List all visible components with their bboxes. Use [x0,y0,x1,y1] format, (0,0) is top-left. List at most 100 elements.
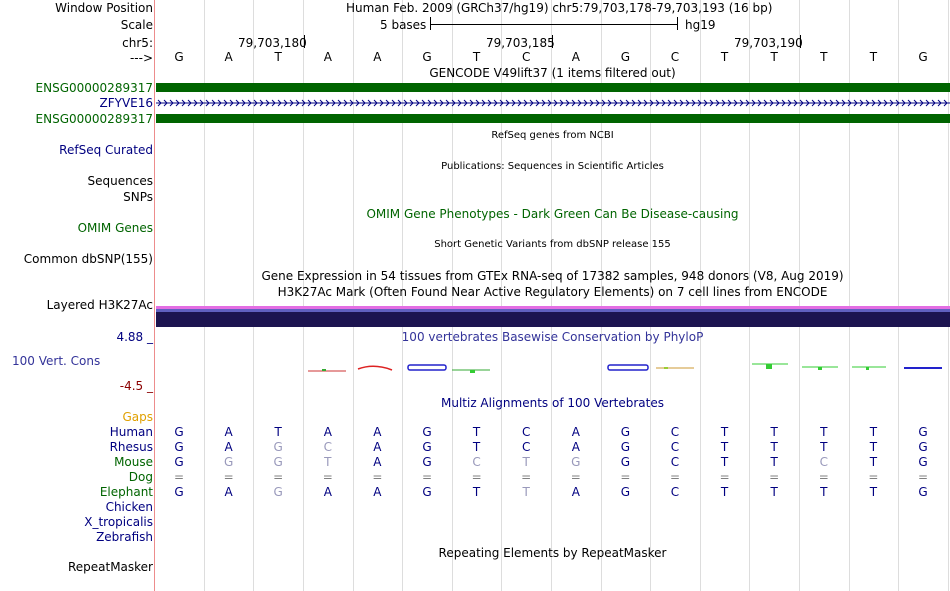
gencode-gene-label-3[interactable]: ENSG00000289317 [35,112,153,126]
h3k27ac-track-title[interactable]: H3K27Ac Mark (Often Found Near Active Re… [277,285,828,299]
gtex-track-title[interactable]: Gene Expression in 54 tissues from GTEx … [261,269,844,283]
aligned-base: T [869,485,878,499]
coord-tick-2 [552,35,553,48]
repeatmasker-track-title[interactable]: Repeating Elements by RepeatMasker [438,546,667,560]
reference-base: G [620,50,631,64]
aligned-base: = [719,470,730,484]
reference-base: T [720,50,729,64]
layered-h3k27ac-label[interactable]: Layered H3K27Ac [46,298,153,312]
grid-line [948,0,949,591]
refseq-curated-label[interactable]: RefSeq Curated [59,143,153,157]
multiz-track-title[interactable]: Multiz Alignments of 100 Vertebrates [440,396,665,410]
aligned-base: T [869,455,878,469]
aligned-base: C [670,440,680,454]
gencode-gene-bar-1[interactable] [156,83,950,92]
aligned-base: G [422,425,432,439]
aligned-base: A [373,485,382,499]
aligned-base: G [273,485,283,499]
aligned-base: G [273,440,283,454]
window-position-label: Window Position [55,1,153,15]
grid-line [353,0,354,591]
grid-line [650,0,651,591]
phylop-track-label[interactable]: 100 Vert. Cons [12,354,101,368]
reference-base: G [918,50,928,64]
reference-base: T [770,50,778,64]
reference-base: T [472,50,481,64]
scale-text: 5 bases [380,18,427,32]
grid-line [700,0,701,591]
species-label-human[interactable]: Human [109,425,153,439]
aligned-base: = [421,470,433,484]
gencode-gene-bar-3[interactable] [156,114,950,123]
assembly-position-text: Human Feb. 2009 (GRCh37/hg19) chr5:79,70… [346,1,773,15]
aligned-base: = [273,470,284,484]
scale-label: Scale [120,18,153,32]
reference-base: C [521,50,531,64]
aligned-base: C [472,455,481,469]
aligned-base: C [670,425,680,439]
common-dbsnp-label[interactable]: Common dbSNP(155) [23,252,153,266]
coord-label-1: 79,703,180 [238,36,307,50]
species-label-zebrafish[interactable]: Zebrafish [96,530,153,544]
grid-line [253,0,254,591]
phylop-track-title[interactable]: 100 vertebrates Basewise Conservation by… [401,330,704,344]
aligned-base: A [373,425,382,439]
aligned-base: T [472,485,481,499]
aligned-base: C [670,455,680,469]
reference-base: T [274,50,282,64]
species-label-rhesus[interactable]: Rhesus [109,440,153,454]
grid-line [204,0,205,591]
dbsnp-track-title[interactable]: Short Genetic Variants from dbSNP releas… [434,239,671,250]
gencode-gene-label-2[interactable]: ZFYVE16 [99,96,153,110]
aligned-base: = [521,470,532,484]
species-label-x_tropicalis[interactable]: X_tropicalis [84,515,153,529]
aligned-base: = [868,470,879,484]
gaps-label[interactable]: Gaps [122,410,153,424]
grid-line [551,0,552,591]
h3k27ac-signal-blue [156,309,950,312]
aligned-base: G [174,455,184,469]
snps-label[interactable]: SNPs [123,190,153,204]
zfyve16-intron-line[interactable] [156,97,950,109]
aligned-base: G [174,440,184,454]
aligned-base: A [373,440,382,454]
label-panel-divider [154,0,155,591]
aligned-base: T [720,485,729,499]
reference-base: A [373,50,382,64]
aligned-base: A [224,425,233,439]
species-label-dog[interactable]: Dog [128,470,153,484]
aligned-base: G [223,455,234,469]
aligned-base: G [620,440,631,454]
publications-track-title[interactable]: Publications: Sequences in Scientific Ar… [441,161,664,172]
aligned-base: T [770,440,778,454]
aligned-base: = [669,470,681,484]
aligned-base: G [174,425,184,439]
grid-line [898,0,899,591]
aligned-base: T [522,485,530,499]
gencode-gene-label-1[interactable]: ENSG00000289317 [35,81,153,95]
h3k27ac-signal-dark [156,312,950,327]
aligned-base: = [223,470,234,484]
reference-base: G [422,50,432,64]
refseq-track-title[interactable]: RefSeq genes from NCBI [491,130,614,141]
gencode-track-title[interactable]: GENCODE V49lift37 (1 items filtered out) [429,66,676,80]
omim-track-title[interactable]: OMIM Gene Phenotypes - Dark Green Can Be… [366,207,739,221]
species-label-mouse[interactable]: Mouse [114,455,153,469]
omim-genes-label[interactable]: OMIM Genes [77,221,153,235]
coord-tick-1 [304,35,305,48]
aligned-base: C [521,440,531,454]
aligned-base: T [869,425,878,439]
aligned-base: G [422,440,432,454]
aligned-base: G [918,425,928,439]
aligned-base: G [918,485,928,499]
sequences-label[interactable]: Sequences [87,174,153,188]
aligned-base: = [173,470,185,484]
grid-line [402,0,403,591]
phylop-min-label: -4.5 _ [119,379,153,393]
reference-base: T [820,50,828,64]
scale-db: hg19 [685,18,716,32]
aligned-base: G [620,425,631,439]
species-label-chicken[interactable]: Chicken [105,500,153,514]
species-label-elephant[interactable]: Elephant [99,485,153,499]
repeatmasker-label[interactable]: RepeatMasker [67,560,153,574]
